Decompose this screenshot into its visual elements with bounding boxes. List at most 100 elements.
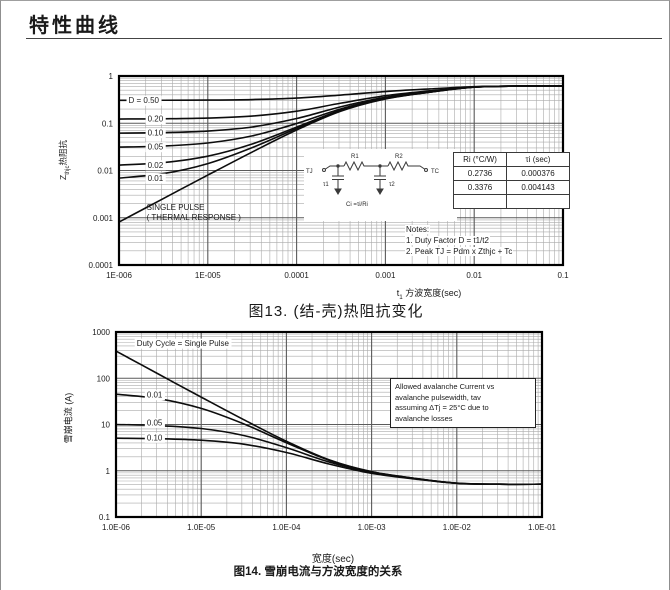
curve-label-bg: [134, 338, 232, 349]
x-tick-label: 1.0E-06: [102, 523, 131, 532]
r1-label: R1: [351, 154, 359, 160]
y-tick-label: 100: [97, 374, 111, 383]
fig14-x-axis-label: 宽度(sec): [311, 554, 355, 565]
curve-label: 0.10: [148, 129, 164, 138]
y-tick-label: 1: [109, 72, 114, 81]
curve-label: Duty Cycle = Single Pulse: [137, 339, 230, 348]
curve-label-bg: [126, 95, 162, 106]
tau2-label: τ2: [389, 182, 395, 188]
circuit-formula: Ci =τi/Ri: [346, 202, 368, 208]
x-tick-label: 1E-005: [195, 271, 221, 280]
note-line: 1. Duty Factor D = t1/t2: [405, 236, 490, 245]
table-row: [453, 194, 570, 209]
resistor-r1-symbol: [343, 160, 368, 172]
tc-label: TC: [431, 169, 440, 175]
y-tick-label: 0.01: [97, 167, 113, 176]
curve-label-bg: [145, 128, 166, 139]
fig14-plot: 1.0E-06 1.0E-05 1.0E-04 1.0E-03 1.0E-02 1.0E-…: [92, 328, 556, 532]
curve-label-bg: [145, 160, 166, 171]
curve-label: SINGLE PULSE: [147, 203, 205, 212]
table-header-ri: Ri (°C/W): [453, 152, 507, 167]
table-cell: 0.2736: [453, 166, 507, 181]
curve-label: ( THERMAL RESPONSE ): [147, 213, 242, 222]
fig14-curve-D=0.10: [115, 437, 543, 486]
curve-label: 0.01: [147, 391, 163, 400]
rc-ladder-circuit-diagram: TJ TC R1 R2 τ1 τ2 Ci =τi/Ri: [306, 154, 440, 208]
fig14-annotation-box: Allowed avalanche Current vs avalanche p…: [390, 378, 536, 428]
page-title: 特性曲线: [29, 15, 121, 37]
resistor-r2-symbol: [387, 160, 412, 172]
note-line: 2. Peak TJ = Pdm x Zthjc + Tc: [405, 247, 514, 256]
y-tick-label: 0.1: [99, 513, 111, 522]
x-tick-label: 1.0E-01: [528, 523, 557, 532]
curve-label-bg: [145, 173, 166, 184]
x-tick-label: 1.0E-02: [443, 523, 472, 532]
fig13-x-axis-label: t1 方波宽度(sec): [396, 288, 462, 301]
fig14-y-axis-label: 雪崩电流 (A): [63, 392, 74, 444]
curve-label: 0.01: [148, 174, 164, 183]
curve-label: 0.05: [147, 418, 163, 427]
curve-label: 0.02: [148, 161, 164, 170]
fig13-caption: 图13. (结-壳)热阻抗变化: [248, 303, 424, 320]
tj-label: TJ: [306, 169, 313, 175]
curve-label-bg: [144, 390, 165, 401]
y-tick-label: 0.1: [102, 119, 114, 128]
y-tick-label: 10: [101, 421, 110, 430]
capacitor-c2-symbol: [374, 166, 386, 189]
table-header-tau: τi (sec): [506, 152, 570, 167]
annotation-line: avalanche losses: [395, 413, 453, 423]
plot-border: [114, 330, 544, 519]
y-tick-label: 1: [106, 467, 111, 476]
curve-label: D = 0.50: [129, 96, 160, 105]
table-row: 0.3376 0.004143: [453, 180, 570, 195]
ground-arrow-1: [334, 188, 342, 195]
fig13-plot: 1E-006 1E-005 0.0001 0.001 0.01 0.1 1 0.1 0.01 0.…: [89, 72, 570, 280]
ground-arrow-2: [376, 188, 384, 195]
annotation-line: assuming ΔTj = 25°C due to: [395, 403, 489, 412]
curve-label-bg: [145, 114, 166, 125]
tau1-label: τ1: [323, 182, 329, 188]
x-tick-label: 1.0E-05: [187, 523, 216, 532]
x-tick-label: 1.0E-04: [272, 523, 301, 532]
y-tick-label: 0.001: [93, 214, 114, 223]
curve-label-bg: [144, 417, 165, 428]
tj-terminal: [322, 168, 326, 172]
fig14-caption: 图14. 雪崩电流与方波宽度的关系: [233, 566, 403, 578]
x-tick-label: 1.0E-03: [358, 523, 387, 532]
r2-label: R2: [395, 154, 403, 160]
curve-label: 0.20: [148, 115, 164, 124]
fig13-notes: Notes: 1. Duty Factor D = t1/t2 2. Peak …: [405, 224, 514, 257]
annotation-line: avalanche pulsewidth, tav: [395, 392, 481, 402]
table-row: 0.2736 0.000376: [453, 166, 570, 181]
capacitor-c1-symbol: [332, 166, 344, 189]
table-cell: [453, 194, 507, 209]
annotation-line: Allowed avalanche Current vs: [395, 382, 495, 391]
curve-label: 0.10: [147, 433, 163, 442]
thermal-model-parameters-table: Ri (°C/W) τi (sec) 0.2736 0.000376 0.337…: [453, 152, 570, 209]
x-tick-label: 1E-006: [106, 271, 132, 280]
table-cell: 0.3376: [453, 180, 507, 195]
x-tick-label: 0.001: [375, 271, 396, 280]
table-cell: 0.004143: [506, 180, 570, 195]
x-tick-label: 0.01: [466, 271, 482, 280]
notes-heading: Notes:: [405, 225, 431, 234]
curve-label-bg: [145, 142, 166, 153]
fig13-curve-D=0.50: [118, 85, 564, 102]
table-cell: [506, 194, 570, 209]
tc-terminal: [424, 168, 428, 172]
x-tick-label: 0.0001: [284, 271, 309, 280]
y-tick-label: 1000: [92, 328, 110, 337]
table-cell: 0.000376: [506, 166, 570, 181]
fig13-curve-Single-Pulse: [118, 85, 564, 223]
curve-label: 0.05: [148, 143, 164, 152]
fig13-y-axis-label: Zthjc热阻抗: [58, 140, 71, 180]
x-tick-label: 0.1: [557, 271, 569, 280]
fig13-thermal-model-inset: TJ TC R1 R2 τ1 τ2 Ci =τi/Ri: [304, 149, 457, 221]
fig13-curve-D=0.20: [118, 85, 564, 120]
curve-label-bg: [144, 432, 165, 443]
y-tick-label: 0.0001: [89, 261, 114, 270]
title-divider: [26, 38, 662, 39]
table-header-row: Ri (°C/W) τi (sec): [453, 152, 570, 167]
